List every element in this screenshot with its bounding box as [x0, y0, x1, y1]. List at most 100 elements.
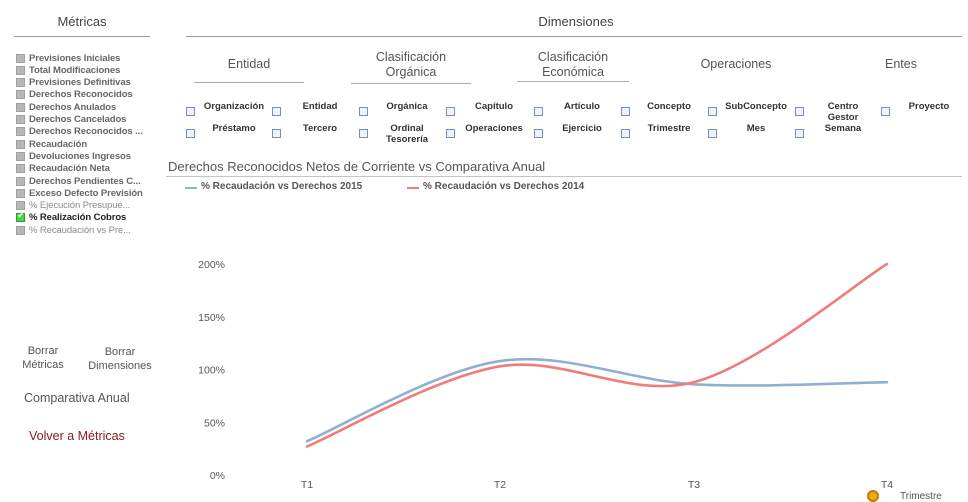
y-tick-label: 100%: [198, 365, 225, 377]
metric-label: Derechos Pendientes C...: [29, 175, 141, 187]
dimensions-title-underline: [186, 36, 962, 37]
dimension-checkbox[interactable]: [795, 129, 804, 138]
clear-dimensions-label-2: Dimensiones: [88, 360, 152, 372]
dimension-checkbox-label-line: Concepto: [647, 101, 691, 112]
checkbox-icon[interactable]: [16, 164, 25, 174]
dimension-tab[interactable]: Clasificación Orgánica: [341, 50, 481, 80]
metric-item[interactable]: Recaudación Neta: [16, 163, 110, 175]
back-to-metrics-link[interactable]: Volver a Métricas: [29, 429, 125, 443]
checkbox-icon[interactable]: [16, 102, 25, 112]
dimension-checkbox[interactable]: [359, 107, 368, 116]
metric-item[interactable]: Exceso Defecto Previsión: [16, 187, 143, 199]
checkbox-icon[interactable]: [16, 225, 25, 235]
dimension-tab-label: Económica: [542, 65, 604, 79]
dimension-checkbox[interactable]: [621, 129, 630, 138]
dimension-checkbox-label-line: Trimestre: [647, 123, 691, 134]
dimension-checkbox[interactable]: [708, 107, 717, 116]
dimension-checkbox-label: Trimestre: [634, 123, 704, 134]
dimension-checkbox-label: Artículo: [547, 101, 617, 112]
comparativa-anual-button[interactable]: Comparativa Anual: [24, 391, 130, 405]
dimension-checkbox[interactable]: [708, 129, 717, 138]
x-axis-label: Trimestre: [900, 491, 942, 502]
metric-item[interactable]: Derechos Reconocidos: [16, 89, 133, 101]
dimension-checkbox[interactable]: [881, 107, 890, 116]
metric-label: Recaudación Neta: [29, 163, 110, 175]
dimension-checkbox[interactable]: [534, 129, 543, 138]
metric-item[interactable]: Previsiones Iniciales: [16, 52, 120, 64]
clear-metrics-button[interactable]: Borrar Métricas: [14, 344, 72, 372]
clear-dimensions-button[interactable]: Borrar Dimensiones: [78, 345, 162, 373]
dimension-tab[interactable]: Entes: [831, 57, 968, 72]
metric-label: Derechos Reconocidos: [29, 89, 133, 101]
x-tick-label: T4: [881, 479, 893, 491]
metric-item[interactable]: Derechos Reconocidos ...: [16, 126, 143, 138]
dimension-tab[interactable]: Entidad: [179, 57, 319, 72]
checkbox-icon[interactable]: [16, 139, 25, 149]
dimension-checkbox[interactable]: [359, 129, 368, 138]
metric-label: % Recaudación vs Pre...: [29, 224, 131, 236]
x-tick-label: T3: [688, 479, 700, 491]
y-tick-label: 0%: [210, 470, 225, 482]
dimension-checkbox-label-line: Tesorería: [385, 134, 429, 145]
metric-item[interactable]: % Recaudación vs Pre...: [16, 224, 131, 236]
zoom-icon[interactable]: [867, 490, 879, 502]
metric-item[interactable]: Previsiones Definitivas: [16, 77, 131, 89]
metric-item[interactable]: Devoluciones Ingresos: [16, 150, 131, 162]
checkbox-icon[interactable]: [16, 90, 25, 100]
dimension-tab-underline: [517, 81, 629, 82]
dimension-tab-label: Operaciones: [700, 57, 772, 71]
y-tick-label: 150%: [198, 312, 225, 324]
clear-metrics-label-1: Borrar: [27, 345, 59, 357]
dimension-checkbox-label: Centro Gestor: [808, 101, 878, 123]
clear-dimensions-label-1: Borrar: [104, 346, 136, 358]
metric-item[interactable]: Derechos Cancelados: [16, 114, 126, 126]
metric-label: Previsiones Definitivas: [29, 77, 131, 89]
chart-title: Derechos Reconocidos Netos de Corriente …: [168, 159, 546, 174]
checkbox-icon[interactable]: [16, 188, 25, 198]
legend-label: % Recaudación vs Derechos 2014: [423, 181, 585, 192]
dimension-checkbox[interactable]: [272, 129, 281, 138]
metric-item[interactable]: Derechos Pendientes C...: [16, 175, 141, 187]
metric-item[interactable]: Recaudación: [16, 138, 87, 150]
checkbox-icon[interactable]: [16, 151, 25, 161]
metric-item[interactable]: Total Modificaciones: [16, 64, 120, 76]
checkbox-icon[interactable]: [16, 53, 25, 63]
dimension-tab[interactable]: Clasificación Económica: [503, 50, 643, 80]
checkbox-icon[interactable]: [16, 127, 25, 137]
dimension-checkbox[interactable]: [446, 129, 455, 138]
dimension-checkbox-label-line: Préstamo: [212, 123, 256, 134]
checkbox-icon[interactable]: [16, 176, 25, 186]
metric-label: % Realización Cobros: [29, 212, 127, 224]
dimension-checkbox[interactable]: [621, 107, 630, 116]
checkbox-icon[interactable]: [16, 65, 25, 75]
dimension-checkbox-label: Concepto: [634, 101, 704, 112]
legend-swatch: [407, 187, 419, 189]
series-line-0: [305, 357, 889, 443]
metric-item[interactable]: % Realización Cobros: [16, 210, 127, 224]
dimension-checkbox-label-line: Capítulo: [475, 101, 513, 112]
dimension-checkbox[interactable]: [446, 107, 455, 116]
dimension-checkbox[interactable]: [795, 107, 804, 116]
dimension-checkbox-label-line: Mes: [746, 123, 766, 134]
metric-label: Derechos Cancelados: [29, 114, 127, 125]
checkbox-checked-icon[interactable]: [16, 210, 25, 223]
metric-label: Derechos Anulados: [29, 101, 117, 113]
dimension-checkbox[interactable]: [534, 107, 543, 116]
dimension-checkbox[interactable]: [186, 129, 195, 138]
dimension-checkbox-label-line: Orgánica: [386, 101, 428, 112]
dimension-checkbox-label-line: Ordinal: [390, 123, 424, 134]
checkbox-icon[interactable]: [16, 115, 25, 124]
metric-label: Total Modificaciones: [29, 64, 121, 76]
dimension-checkbox-label: Entidad: [285, 101, 355, 112]
dimension-checkbox[interactable]: [186, 107, 195, 116]
dimension-checkbox-label: Ejercicio: [547, 123, 617, 134]
dimension-checkbox[interactable]: [272, 107, 281, 116]
checkbox-icon[interactable]: [16, 78, 25, 88]
metric-label: Previsiones Iniciales: [29, 52, 121, 64]
metric-label: Exceso Defecto Previsión: [29, 187, 143, 199]
chart-title-underline: [166, 176, 962, 177]
dimension-checkbox-label: Organización: [199, 101, 269, 112]
dimension-checkbox-label: Orgánica: [372, 101, 442, 112]
metric-item[interactable]: Derechos Anulados: [16, 101, 116, 113]
dimension-tab[interactable]: Operaciones: [666, 57, 806, 72]
